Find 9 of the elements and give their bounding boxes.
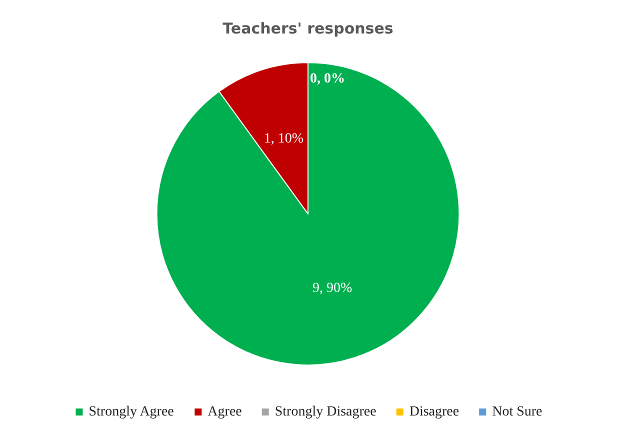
legend-label: Agree (208, 404, 242, 420)
data-label: 9, 90% (312, 281, 352, 296)
chart-title: Teachers' responses (222, 20, 394, 38)
data-label: 1, 10% (264, 132, 304, 147)
legend-label: Disagree (409, 404, 460, 420)
text: 0, 0% (310, 72, 345, 86)
legend-label: Not Sure (492, 404, 542, 420)
legend-label: Strongly Disagree (274, 404, 376, 420)
legend-label: Strongly Agree (88, 404, 174, 420)
